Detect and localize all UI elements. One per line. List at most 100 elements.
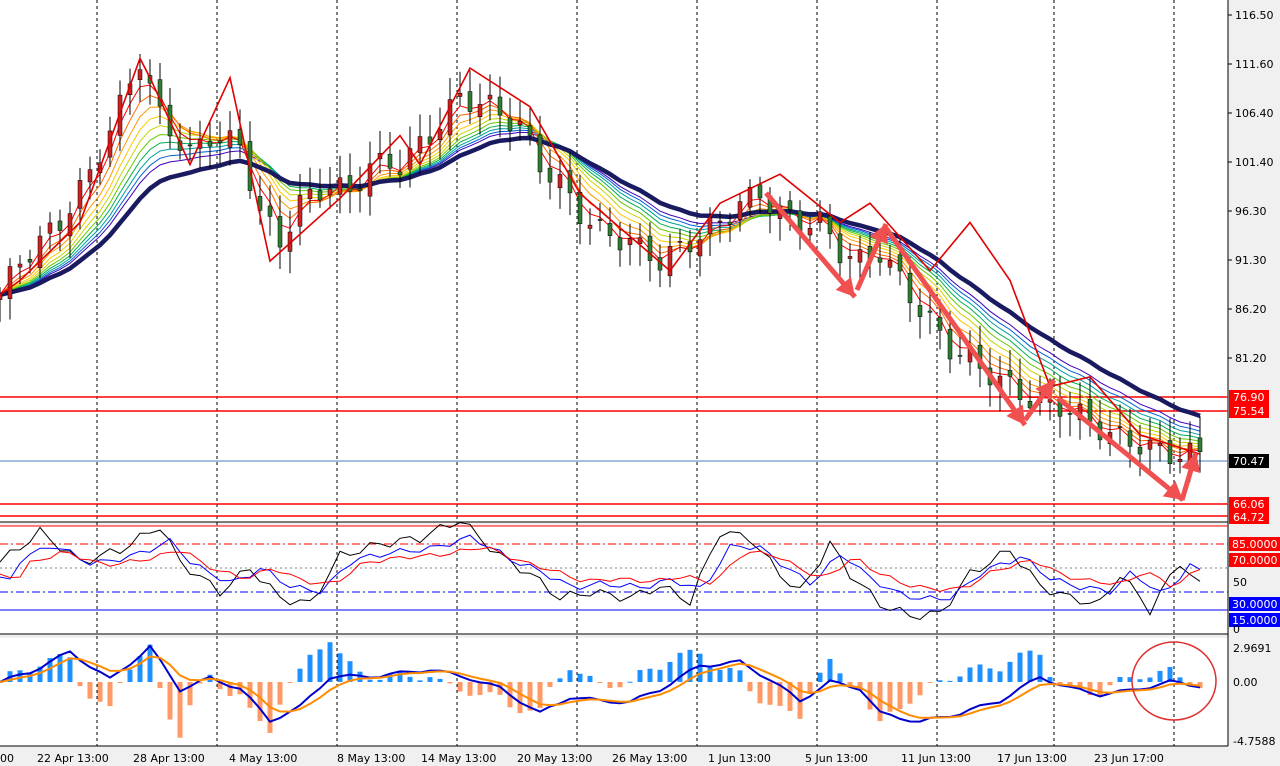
candle-body bbox=[627, 238, 633, 245]
macd-histogram-bar bbox=[167, 682, 173, 720]
arrow-shaft bbox=[764, 191, 857, 299]
macd-highlight-circle bbox=[1131, 641, 1217, 721]
candle-body bbox=[447, 99, 453, 136]
macd-histogram-bar bbox=[377, 679, 383, 682]
candle-body bbox=[397, 171, 403, 176]
candle-body bbox=[1137, 446, 1143, 455]
candle-body bbox=[697, 239, 703, 257]
candle-body bbox=[667, 246, 673, 277]
macd-histogram-bar bbox=[197, 682, 203, 684]
candle-body bbox=[937, 316, 943, 331]
candle-body bbox=[77, 180, 83, 209]
macd-histogram-bar bbox=[97, 682, 103, 702]
candle-body bbox=[1167, 440, 1173, 464]
candle-body bbox=[37, 235, 43, 269]
candle-body bbox=[1197, 437, 1203, 452]
axis-price-label: 64.72 bbox=[1233, 511, 1265, 524]
macd-histogram-bar bbox=[497, 682, 503, 695]
candle-body bbox=[787, 200, 793, 210]
arrow-head bbox=[1035, 380, 1054, 401]
candle-body bbox=[537, 134, 543, 173]
candle-body bbox=[17, 263, 23, 268]
candle-body bbox=[1117, 426, 1123, 428]
stochastic-lines bbox=[0, 522, 1228, 621]
stochastic-axis-label: 70.0000 bbox=[1232, 554, 1278, 567]
macd-histogram-bar bbox=[227, 682, 233, 696]
macd-histogram-bar bbox=[1147, 677, 1153, 682]
arrow-shaft bbox=[1056, 396, 1185, 502]
macd-histogram-bar bbox=[437, 678, 443, 682]
axis-price-box bbox=[1229, 454, 1269, 468]
macd-histogram-bar bbox=[317, 649, 323, 682]
zigzag-line bbox=[0, 56, 1201, 455]
time-axis-label: 23 Jun 17:00 bbox=[1094, 752, 1164, 765]
candle-body bbox=[0, 294, 3, 300]
candle-body bbox=[1157, 442, 1163, 446]
time-axis-label: 14 May 13:00 bbox=[421, 752, 496, 765]
time-axis-label: 4 May 13:00 bbox=[229, 752, 297, 765]
axis-price-label: 70.47 bbox=[1233, 455, 1265, 468]
arrow-head bbox=[1162, 480, 1183, 500]
macd-histogram-bar bbox=[587, 675, 593, 682]
candle-body bbox=[237, 129, 243, 146]
stochastic-line bbox=[0, 546, 1201, 593]
time-axis-label: 11 Jun 13:00 bbox=[901, 752, 971, 765]
macd-histogram-bar bbox=[837, 673, 843, 682]
axis-tick-label: 96.30 bbox=[1235, 205, 1267, 218]
time-axis-label: 1 Jun 13:00 bbox=[708, 752, 771, 765]
macd-histogram-bar bbox=[67, 657, 73, 682]
candle-body bbox=[297, 195, 303, 227]
candle-body bbox=[517, 120, 523, 126]
arrow-head bbox=[835, 276, 855, 297]
price-horizontal-levels bbox=[0, 396, 1228, 517]
time-axis-label: 20 May 13:00 bbox=[517, 752, 592, 765]
macd-histogram-bar bbox=[347, 661, 353, 682]
macd-histogram-bar bbox=[37, 666, 43, 682]
candle-body bbox=[137, 69, 143, 80]
macd-histogram-bar bbox=[47, 657, 53, 682]
candle-body bbox=[227, 130, 233, 148]
macd-histogram-bar bbox=[1097, 682, 1103, 697]
macd-histogram-bar bbox=[687, 649, 693, 682]
candle-body bbox=[507, 117, 513, 131]
macd-histogram-bar bbox=[477, 682, 483, 696]
macd-histogram-bar bbox=[537, 682, 543, 708]
macd-histogram-bar bbox=[1017, 652, 1023, 682]
arrow-head bbox=[1006, 404, 1025, 425]
candle-body bbox=[847, 256, 853, 259]
macd-histogram-bar bbox=[187, 682, 193, 706]
candle-body bbox=[717, 220, 723, 223]
stochastic-axis-box bbox=[1229, 537, 1280, 551]
macd-histogram-bar bbox=[807, 682, 813, 694]
macd-histogram-bar bbox=[967, 667, 973, 682]
candle-body bbox=[557, 174, 563, 189]
macd-histogram-bar bbox=[727, 667, 733, 682]
macd-histogram-bar bbox=[337, 653, 343, 682]
candle-body bbox=[87, 169, 93, 183]
macd-histogram-bar bbox=[147, 644, 153, 682]
macd-histogram-bar bbox=[287, 682, 293, 683]
candle-body bbox=[607, 223, 613, 236]
candle-body bbox=[957, 355, 963, 357]
candle-body bbox=[1177, 458, 1183, 462]
macd-histogram-bar bbox=[987, 668, 993, 682]
candle-body bbox=[317, 190, 323, 201]
macd-histogram-bar bbox=[527, 682, 533, 711]
axis-price-box bbox=[1229, 404, 1269, 418]
macd-histogram-bar bbox=[717, 669, 723, 682]
candle-body bbox=[1047, 399, 1053, 403]
axis-tick-label: 111.60 bbox=[1235, 58, 1274, 71]
candle-body bbox=[457, 92, 463, 97]
candle-body bbox=[827, 215, 833, 235]
macd-histogram-bar bbox=[547, 682, 553, 687]
macd-histogram-bar bbox=[367, 679, 373, 682]
candle-body bbox=[737, 201, 743, 220]
stochastic-axis-box bbox=[1229, 553, 1280, 567]
macd-histogram-bar bbox=[417, 680, 423, 682]
macd-histogram-bar bbox=[657, 669, 663, 682]
candle-body bbox=[857, 249, 863, 263]
candles bbox=[0, 53, 1203, 482]
candle-body bbox=[7, 266, 13, 299]
candle-body bbox=[337, 177, 343, 195]
axis-price-box bbox=[1229, 390, 1269, 404]
